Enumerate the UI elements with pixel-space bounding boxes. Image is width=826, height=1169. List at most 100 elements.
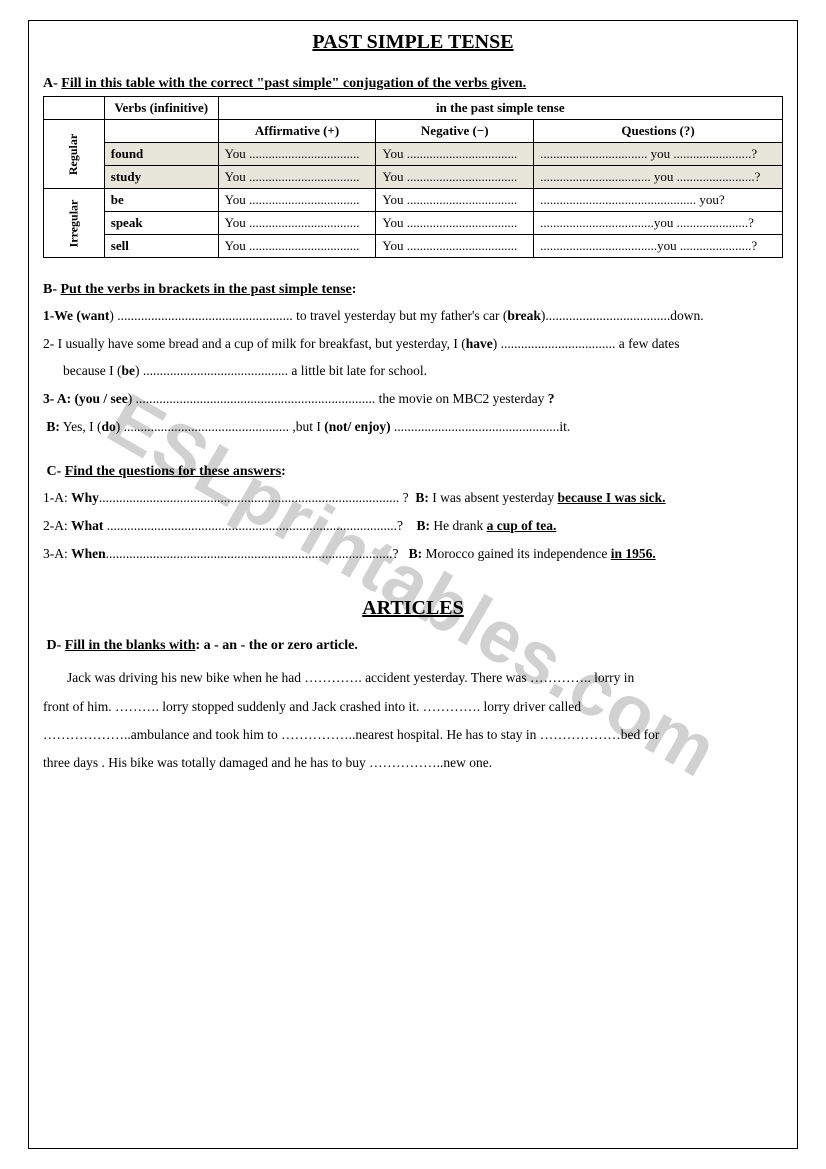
section-c-instruction: Find the questions for these answers	[65, 464, 281, 479]
para-line: three days . His bike was totally damage…	[43, 749, 783, 777]
para-line: front of him. ………. lorry stopped suddenl…	[43, 693, 783, 721]
b-line-2b[interactable]: because I (be) .........................…	[43, 357, 783, 385]
text: 1-We (	[43, 308, 81, 323]
text: Yes, I (	[60, 419, 102, 434]
verb-cell: found	[111, 146, 144, 161]
header-blank	[104, 120, 218, 143]
c-line-1[interactable]: 1-A: Why................................…	[43, 484, 783, 512]
neg-cell[interactable]: You ..................................	[376, 235, 534, 258]
section-a-label: A- Fill in this table with the correct "…	[43, 76, 783, 92]
text: ........................................…	[391, 419, 571, 434]
qword: What	[71, 518, 103, 533]
ans: I was absent yesterday	[429, 490, 558, 505]
section-d-options: : a - an - the or zero article.	[195, 638, 357, 653]
conjugation-table: Verbs (infinitive) in the past simple te…	[43, 96, 783, 258]
header-verbs: Verbs (infinitive)	[104, 97, 218, 120]
text: ).....................................do…	[541, 308, 704, 323]
tense-post: tense	[533, 100, 564, 115]
ans-hl: because I was sick.	[557, 490, 665, 505]
verb: have	[466, 336, 493, 351]
verb-cell: be	[111, 192, 124, 207]
verb: be	[121, 363, 135, 378]
section-b-instruction: Put the verbs in brackets in the past si…	[61, 282, 352, 297]
verb: you / see	[79, 391, 128, 406]
tense-bold: past simple	[471, 100, 533, 115]
text: 3- A: (	[43, 391, 79, 406]
group-irregular-label: Irregular	[66, 200, 81, 248]
corner-cell	[44, 97, 105, 120]
text: ) .................................. a f…	[493, 336, 680, 351]
header-tense: in the past simple tense	[218, 97, 782, 120]
b-line-4[interactable]: B: Yes, I (do) .........................…	[43, 413, 783, 441]
header-questions: Questions (?)	[534, 120, 783, 143]
aff-cell[interactable]: You ..................................	[218, 212, 376, 235]
table-header-row-2: Regular Affirmative (+) Negative (−) Que…	[44, 120, 783, 143]
section-d-letter: D-	[47, 638, 62, 653]
blabel: B:	[409, 546, 423, 561]
c-line-2[interactable]: 2-A: What ..............................…	[43, 512, 783, 540]
qlabel: 3-A:	[43, 546, 68, 561]
c-line-3[interactable]: 3-A: When...............................…	[43, 540, 783, 568]
qlabel: 2-A:	[43, 518, 68, 533]
articles-paragraph[interactable]: Jack was driving his new bike when he ha…	[43, 664, 783, 777]
text: because I (	[63, 363, 121, 378]
text: B:	[46, 419, 60, 434]
table-row: speak You ..............................…	[44, 212, 783, 235]
blabel: B:	[417, 518, 431, 533]
b-line-3[interactable]: 3- A: (you / see) ......................…	[43, 385, 783, 413]
table-row: found You ..............................…	[44, 143, 783, 166]
aff-cell[interactable]: You ..................................	[218, 166, 376, 189]
q-cell[interactable]: ................................. you ..…	[534, 143, 783, 166]
title-articles: ARTICLES	[43, 597, 783, 620]
q-cell[interactable]: ....................................you …	[534, 235, 783, 258]
group-regular-cell: Regular	[44, 120, 105, 189]
neg-cell[interactable]: You ..................................	[376, 189, 534, 212]
text: ) ......................................…	[116, 419, 325, 434]
page-border: ESLprintables.com PAST SIMPLE TENSE A- F…	[28, 20, 798, 1149]
group-regular-label: Regular	[66, 134, 81, 175]
q-cell[interactable]: .................................. you .…	[534, 166, 783, 189]
aff-cell[interactable]: You ..................................	[218, 143, 376, 166]
text: ) ......................................…	[128, 391, 548, 406]
verb: want	[81, 308, 110, 323]
ans: He drank	[430, 518, 487, 533]
qmark: ?	[548, 391, 555, 406]
b-line-1[interactable]: 1-We (want) ............................…	[43, 302, 783, 330]
section-b-label: B- Put the verbs in brackets in the past…	[43, 282, 783, 298]
aff-cell[interactable]: You ..................................	[218, 189, 376, 212]
q-cell[interactable]: ...................................you .…	[534, 212, 783, 235]
verb: (not/ enjoy)	[324, 419, 390, 434]
ans: Morocco gained its independence	[422, 546, 611, 561]
qword: When	[71, 546, 106, 561]
section-b-letter: B-	[43, 282, 57, 297]
section-a-letter: A-	[43, 76, 58, 91]
table-row: study You ..............................…	[44, 166, 783, 189]
dots: ........................................…	[103, 518, 403, 533]
blabel: B:	[415, 490, 429, 505]
neg-cell[interactable]: You ..................................	[376, 143, 534, 166]
para-line: ………………..ambulance and took him to …………….…	[43, 721, 783, 749]
b-line-2[interactable]: 2- I usually have some bread and a cup o…	[43, 330, 783, 358]
ans-hl: a cup of tea.	[487, 518, 557, 533]
aff-cell[interactable]: You ..................................	[218, 235, 376, 258]
para-line: Jack was driving his new bike when he ha…	[43, 664, 783, 692]
tense-pre: in the	[436, 100, 471, 115]
header-affirmative: Affirmative (+)	[218, 120, 376, 143]
neg-cell[interactable]: You ..................................	[376, 166, 534, 189]
text: ) ......................................…	[135, 363, 427, 378]
table-row: Irregular be You .......................…	[44, 189, 783, 212]
neg-cell[interactable]: You ..................................	[376, 212, 534, 235]
qword: Why	[71, 490, 99, 505]
text: 2- I usually have some bread and a cup o…	[43, 336, 466, 351]
table-header-row-1: Verbs (infinitive) in the past simple te…	[44, 97, 783, 120]
section-c-letter: C-	[47, 464, 62, 479]
section-b: B- Put the verbs in brackets in the past…	[43, 282, 783, 440]
verb-cell: sell	[111, 238, 129, 253]
section-c-label: C- Find the questions for these answers:	[43, 464, 783, 480]
group-irregular-cell: Irregular	[44, 189, 105, 258]
section-d-instruction: Fill in the blanks with	[65, 638, 196, 653]
section-c: C- Find the questions for these answers:…	[43, 464, 783, 567]
q-cell[interactable]: ........................................…	[534, 189, 783, 212]
section-d-label: D- Fill in the blanks with: a - an - the…	[43, 638, 783, 654]
verb: break	[507, 308, 541, 323]
